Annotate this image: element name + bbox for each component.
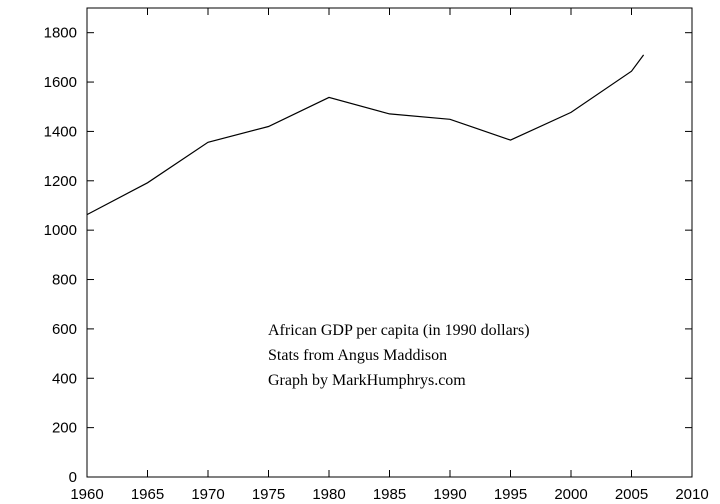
annotation-line-3: Graph by MarkHumphrys.com [268,372,466,389]
x-tick-label: 1975 [252,486,285,503]
x-tick-label: 2010 [675,486,708,503]
tick-labels: 1960 1965 1970 1975 1980 1985 1990 1995 2000 2005… [44,25,709,503]
x-tick-label: 2000 [554,486,587,503]
y-tick-label: 1400 [44,123,77,140]
y-tick-label: 800 [52,272,77,289]
annotation-block: African GDP per capita (in 1990 dollars)… [268,322,530,389]
x-tick-label: 2005 [615,486,648,503]
ticks [86,8,693,478]
annotation-line-2: Stats from Angus Maddison [268,347,447,364]
series-group [86,54,645,216]
y-tick-label: 600 [52,321,77,338]
x-tick-label: 1990 [433,486,466,503]
y-tick-label: 200 [52,420,77,437]
x-tick-label: 1980 [312,486,345,503]
y-tick-label: 1600 [44,74,77,91]
x-tick-label: 1985 [373,486,406,503]
x-tick-label: 1965 [131,486,164,503]
x-tick-label: 1995 [494,486,527,503]
annotation-line-1: African GDP per capita (in 1990 dollars) [268,322,530,339]
y-tick-label: 1800 [44,25,77,42]
y-tick-label: 0 [69,469,77,486]
series-line [86,54,645,216]
plot-frame [86,7,693,478]
y-tick-label: 1200 [44,173,77,190]
x-tick-label: 1970 [191,486,224,503]
x-tick-label: 1960 [70,486,103,503]
y-tick-label: 400 [52,370,77,387]
y-tick-label: 1000 [44,222,77,239]
